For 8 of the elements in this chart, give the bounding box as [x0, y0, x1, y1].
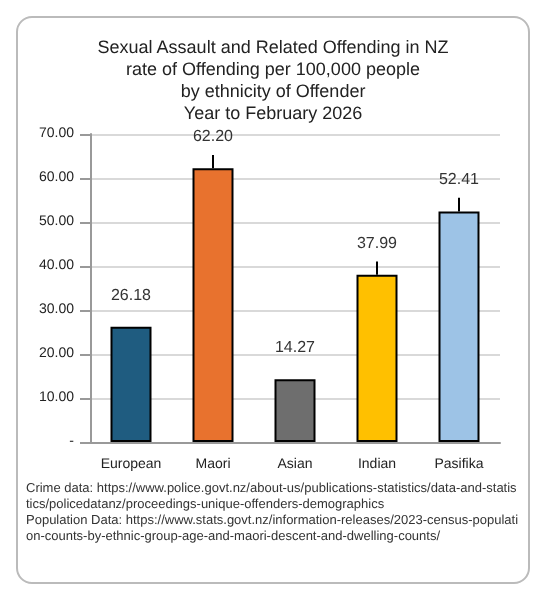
bar [274, 379, 316, 442]
data-label: 26.18 [110, 285, 153, 304]
data-label: 37.99 [356, 233, 399, 252]
chart-title: Sexual Assault and Related Offending in NZ rate of Offending per 100,000 people by ethnicity of Offender Year to February 2026 [97, 37, 450, 123]
data-label: 14.27 [274, 338, 317, 357]
data-label: 52.41 [438, 170, 481, 189]
data-label: 62.20 [192, 127, 235, 146]
bar [110, 326, 152, 442]
